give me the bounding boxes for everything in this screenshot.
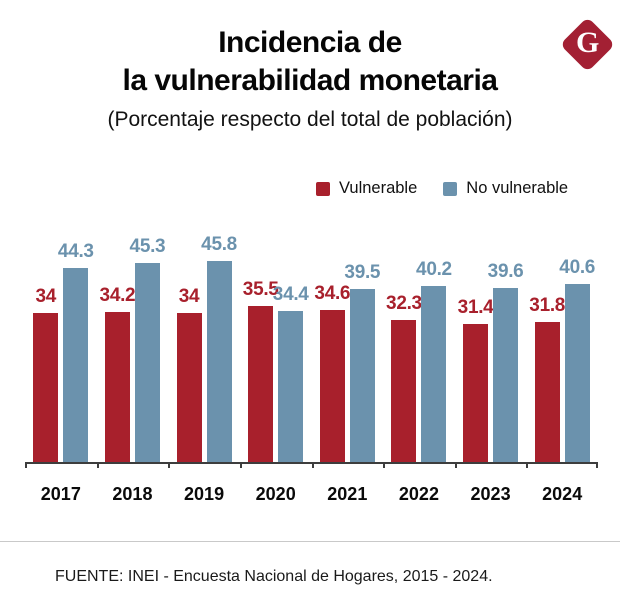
bar-no-vulnerable: 34.4: [273, 284, 309, 462]
page-title-line2: la vulnerabilidad monetaria: [122, 64, 498, 98]
year-label: 2017: [40, 484, 81, 504]
page-title: Incidencia de la vulnerabilidad monetari…: [0, 24, 620, 101]
bar-no-vulnerable: 39.6: [488, 261, 524, 462]
x-axis-labels: 2017 2018 2019 2020 2021 2022 2023 2024: [25, 484, 598, 505]
axis-tick: [96, 462, 99, 468]
bar-no-vulnerable: 40.2: [416, 259, 452, 462]
footer-divider: [0, 541, 620, 542]
bar-no-vulnerable: 44.3: [58, 241, 94, 462]
bar-vulnerable: 34: [33, 286, 59, 462]
legend-item: Vulnerable: [316, 179, 417, 198]
bar-vulnerable: 31.8: [529, 295, 565, 462]
bar-vulnerable: 32.3: [386, 293, 422, 462]
axis-tick: [383, 462, 386, 468]
bar-value-label: 40.6: [559, 256, 596, 278]
bar-group: 31.8 40.6: [526, 210, 598, 462]
brand-logo-letter: G: [575, 26, 600, 59]
bar-group: 31.4 39.6: [455, 210, 527, 462]
axis-tick: [454, 462, 457, 468]
legend-swatch: [316, 181, 330, 196]
bar-vulnerable: 34: [176, 286, 202, 462]
chart-plot: 34 44.3 34.2 45.3 34 45.8 35.5 34.4 34.6 39.5 32.3…: [25, 210, 598, 468]
legend-item: No vulnerable: [443, 179, 568, 198]
legend-label: No vulnerable: [466, 179, 569, 197]
legend-label: Vulnerable: [339, 179, 418, 197]
year-label: 2022: [398, 484, 439, 504]
axis-tick: [25, 462, 27, 468]
bar-value-label: 45.8: [201, 233, 237, 255]
bar-group: 34.6 39.5: [312, 210, 384, 462]
bar-vulnerable: 34.2: [100, 285, 136, 462]
bar-value-label: 32.3: [386, 293, 422, 315]
bar-value-label: 34: [178, 285, 200, 307]
axis-tick: [311, 462, 314, 468]
bar-vulnerable: 31.4: [458, 297, 494, 462]
year-label: 2018: [112, 484, 153, 504]
bar-group: 34 45.8: [168, 210, 240, 462]
bar-group: 34 44.3: [25, 210, 97, 462]
page-title-line1: Incidencia de: [218, 26, 402, 59]
year-label: 2024: [542, 484, 583, 504]
year-label: 2023: [470, 484, 511, 504]
bar-value-label: 39.5: [344, 261, 381, 283]
bar-value-label: 40.2: [416, 258, 452, 280]
bar-no-vulnerable: 45.3: [130, 236, 166, 462]
bar-vulnerable: 34.6: [314, 283, 351, 462]
bar-value-label: 34: [35, 285, 57, 307]
axis-tick: [596, 462, 598, 468]
bar-value-label: 34.6: [314, 283, 351, 305]
year-label: 2021: [327, 484, 368, 504]
bar-value-label: 35.5: [242, 279, 279, 301]
bar-no-vulnerable: 39.5: [344, 262, 381, 462]
bar-group: 34.2 45.3: [97, 210, 169, 462]
axis-tick: [168, 462, 171, 468]
bar-value-label: 34.4: [272, 284, 309, 305]
bar-value-label: 39.6: [487, 261, 524, 283]
bar-value-label: 31.8: [529, 295, 566, 317]
chart-legend: Vulnerable No vulnerable: [316, 179, 568, 198]
source-text: FUENTE: INEI - Encuesta Nacional de Hoga…: [55, 568, 493, 585]
axis-tick: [239, 462, 242, 468]
bar-value-label: 44.3: [57, 240, 94, 262]
page-subtitle: (Porcentaje respecto del total de poblac…: [107, 107, 513, 131]
axis-tick: [526, 462, 529, 468]
bar-no-vulnerable: 40.6: [559, 257, 595, 462]
bar-no-vulnerable: 45.8: [201, 234, 237, 462]
year-label: 2019: [184, 484, 225, 504]
bar-group: 32.3 40.2: [383, 210, 455, 462]
legend-swatch: [443, 181, 458, 196]
bar-value-label: 34.2: [99, 284, 136, 306]
bar-value-label: 45.3: [129, 236, 166, 258]
bar-value-label: 31.4: [457, 297, 494, 319]
year-label: 2020: [255, 484, 296, 504]
bar-vulnerable: 35.5: [243, 279, 279, 462]
bar-group: 35.5 34.4: [240, 210, 312, 462]
